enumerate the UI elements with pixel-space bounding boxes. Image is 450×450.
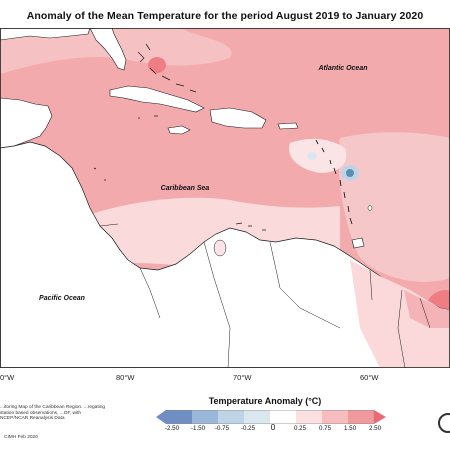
legend-swatch-6: [296, 410, 322, 424]
land-puerto-rico: [277, 122, 299, 130]
land-lesser-antilles: [315, 139, 353, 225]
longitude-tick-70w: 70°W: [233, 373, 252, 382]
legend-swatch-4: [244, 410, 270, 424]
legend-swatch-8: [348, 410, 374, 424]
label-caribbean-sea: Caribbean Sea: [161, 185, 210, 192]
legend-swatch-5: [270, 410, 296, 424]
land-usa: [0, 28, 91, 41]
anomaly-land-guianas: [350, 260, 450, 368]
map-panel: Atlantic Ocean Caribbean Sea Pacific Oce…: [0, 28, 450, 368]
land-florida: [89, 28, 127, 71]
legend-arrow-high: [374, 410, 386, 424]
legend-tick-7: 0.75: [318, 425, 332, 432]
land-barbados: [367, 205, 373, 211]
land-trinidad: [351, 237, 365, 249]
land-small-islands: [93, 115, 158, 181]
anomaly-map: Atlantic Ocean Caribbean Sea Pacific Oce…: [0, 28, 450, 368]
longitude-tick-80w: 80°W: [116, 373, 135, 382]
anomaly-band-light-antilles: [289, 138, 347, 173]
land-hispaniola: [209, 107, 267, 129]
legend-swatch-1: [166, 410, 192, 424]
legend-tick-2: -1.50: [190, 425, 206, 432]
legend-colorbar: [156, 410, 386, 424]
label-pacific-ocean: Pacific Ocean: [39, 295, 85, 302]
credit-date: CIMH Feb 2020: [4, 435, 38, 440]
legend-tick-3: -0.75: [214, 425, 230, 432]
land-jamaica: [167, 125, 191, 135]
label-atlantic-ocean: Atlantic Ocean: [317, 65, 367, 72]
legend-frame: [165, 410, 375, 424]
land-borders: [99, 223, 431, 368]
legend-tick-5: 0: [270, 423, 276, 432]
legend-tick-9: 2.50: [368, 425, 382, 432]
legend-swatch-7: [322, 410, 348, 424]
agency-logo: [438, 413, 450, 433]
land-cuba: [109, 85, 205, 113]
legend-arrow-low: [156, 410, 166, 424]
legend-tick-8: 1.50: [343, 425, 357, 432]
land-bahamas: [137, 43, 197, 93]
legend-tick-4: -0.25: [240, 425, 256, 432]
longitude-tick-partial: 0°W: [0, 373, 15, 382]
anomaly-hotspot-bahamas: [148, 57, 166, 73]
legend-swatch-3: [218, 410, 244, 424]
anomaly-coldspot-core: [346, 169, 354, 177]
legend-tick-1: -2.50: [164, 425, 180, 432]
longitude-tick-60w: 60°W: [360, 373, 379, 382]
legend-swatch-2: [192, 410, 218, 424]
legend-title: Temperature Anomaly (°C): [208, 396, 322, 406]
anomaly-band-light-east: [338, 132, 450, 282]
anomaly-coldspot-west: [307, 152, 317, 160]
legend-tick-6: 0.25: [293, 425, 307, 432]
lake-maracaibo: [213, 239, 227, 257]
land-abc-islands: [235, 222, 266, 231]
anomaly-land-guianas-strong: [404, 290, 450, 328]
map-title: Anomaly of the Mean Temperature for the …: [26, 10, 424, 22]
data-credit: ...itoring Map of the Caribbean Region. …: [0, 405, 106, 422]
